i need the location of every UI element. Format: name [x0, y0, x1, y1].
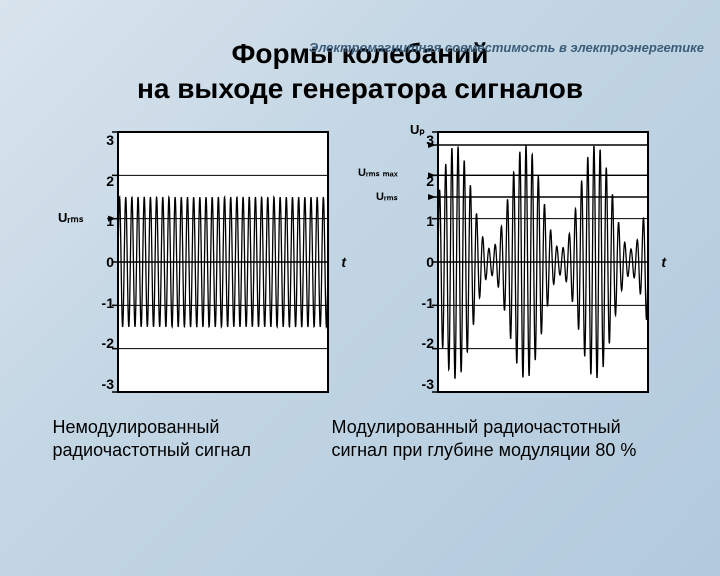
chart-left-yticks: 3 2 1 0 -1 -2 -3 — [94, 132, 114, 392]
chart-left-wrap: 3 2 1 0 -1 -2 -3 Uᵣₘₛ t — [70, 132, 330, 392]
chart-right-umax-label: Uᵣₘₛ ₘₐₓ — [358, 166, 398, 179]
chart-right: 3 2 1 0 -1 -2 -3 Uₚ Uᵣₘₛ ₘₐₓ Uᵣₘₛ t — [390, 132, 650, 392]
header-stripe: Электромагнитная совместимость в электро… — [0, 36, 720, 58]
title-line2: на выходе генератора сигналов — [137, 73, 583, 104]
chart-left-xlabel: t — [341, 254, 346, 270]
ytick: -3 — [94, 376, 114, 392]
ytick: -3 — [414, 376, 434, 392]
ytick: 3 — [94, 132, 114, 148]
chart-right-wrap: 3 2 1 0 -1 -2 -3 Uₚ Uᵣₘₛ ₘₐₓ Uᵣₘₛ t — [390, 132, 650, 392]
chart-left-svg — [118, 132, 328, 392]
caption-left: Немодулированный радиочастотный сигнал — [43, 416, 303, 461]
chart-right-urms-label: Uᵣₘₛ — [376, 190, 398, 203]
chart-left: 3 2 1 0 -1 -2 -3 Uᵣₘₛ t — [70, 132, 330, 392]
ytick: 1 — [414, 213, 434, 229]
chart-right-yticks: 3 2 1 0 -1 -2 -3 — [414, 132, 434, 392]
ytick: 1 — [94, 213, 114, 229]
chart-right-up-label: Uₚ — [410, 122, 425, 138]
chart-right-svg — [438, 132, 648, 392]
chart-right-xlabel: t — [661, 254, 666, 270]
charts-row: 3 2 1 0 -1 -2 -3 Uᵣₘₛ t 3 2 1 0 -1 -2 -3 — [0, 132, 720, 392]
ytick: 0 — [414, 254, 434, 270]
ytick: -1 — [94, 295, 114, 311]
header-subtitle: Электромагнитная совместимость в электро… — [309, 40, 704, 55]
caption-right: Модулированный радиочастотный сигнал при… — [328, 416, 678, 461]
ytick: 0 — [94, 254, 114, 270]
ytick: -1 — [414, 295, 434, 311]
ytick: -2 — [414, 335, 434, 351]
ytick: -2 — [94, 335, 114, 351]
captions-row: Немодулированный радиочастотный сигнал М… — [0, 416, 720, 461]
chart-left-ylabel: Uᵣₘₛ — [58, 210, 84, 226]
ytick: 2 — [94, 173, 114, 189]
